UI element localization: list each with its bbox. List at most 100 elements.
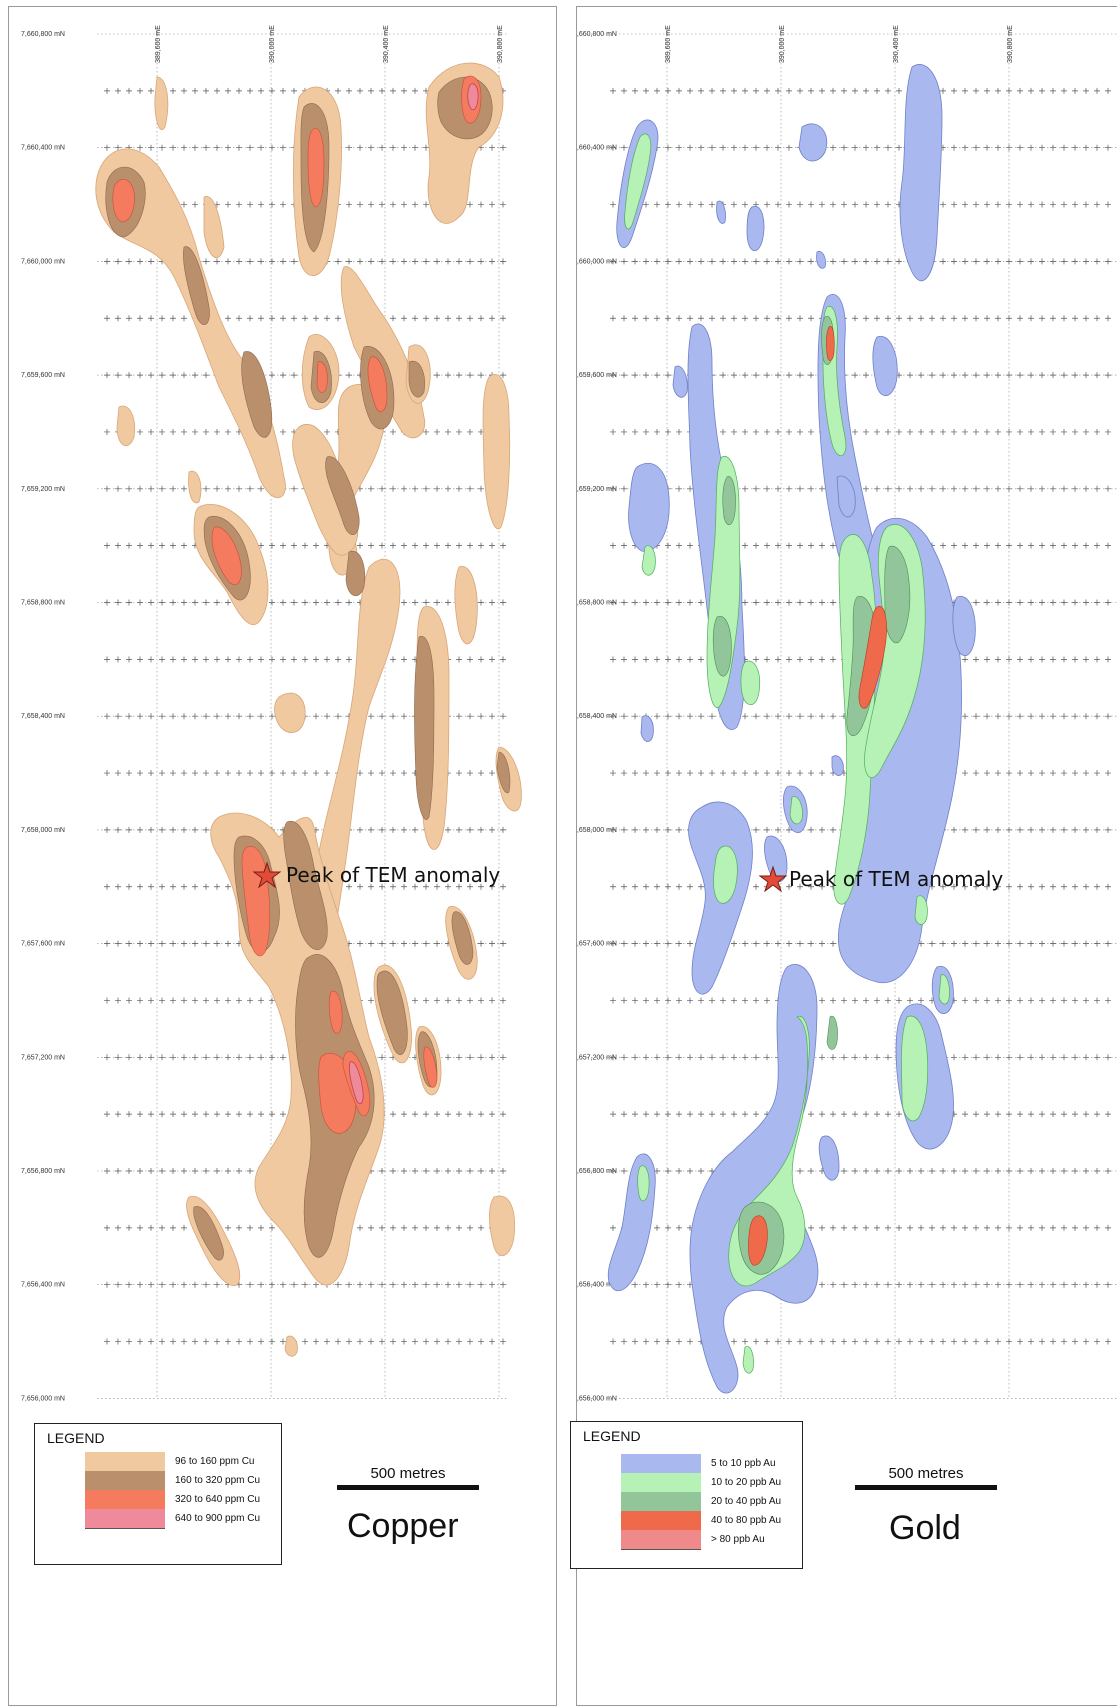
gold-scale-bar: 500 metres [855,1465,997,1490]
copper-map-title: Copper [347,1507,459,1545]
cu-zone-96-160 [340,266,426,439]
legend-item: 20 to 40 ppb Au [621,1492,851,1512]
au-zone-10-20 [624,133,652,230]
northing-label: 7,656,800 mN [577,1168,617,1175]
au-zone-5-10 [952,595,976,657]
copper-legend: LEGEND 96 to 160 ppm Cu 160 to 320 ppm Cu… [34,1423,282,1565]
northing-label: 7,656,800 mN [21,1168,65,1175]
northing-label: 7,656,400 mN [577,1282,617,1289]
legend-item: 96 to 160 ppm Cu [85,1452,315,1472]
au-zone-20-40 [884,545,911,644]
cu-zone-160-320 [414,636,435,820]
cu-zone-96-160 [292,424,359,556]
northing-label: 7,658,800 mN [21,600,65,607]
legend-item: 5 to 10 ppb Au [621,1454,851,1474]
cu-zone-160-320 [183,246,210,325]
au-zone-5-10 [836,475,856,518]
cu-zone-160-320 [408,360,425,398]
star-icon [758,865,788,893]
northing-label: 7,657,600 mN [577,941,617,948]
cu-zone-96-160 [154,76,169,130]
legend-label: 640 to 900 ppm Cu [175,1513,261,1524]
legend-swatch [85,1452,165,1472]
au-zone-5-10 [764,835,788,883]
cu-zone-160-320 [345,550,366,597]
cu-zone-160-320 [241,351,273,438]
northing-label: 7,658,400 mN [21,713,65,720]
cu-zone-160-320 [376,970,408,1055]
gold-map: 7,660,800 mN 7,660,400 mN 7,660,000 mN 7,65… [577,25,1117,1402]
au-zone-40-80 [748,1215,768,1266]
legend-item: 320 to 640 ppm Cu [85,1490,315,1510]
northing-label: 7,660,000 mN [21,258,65,265]
cu-zone-96-160 [284,1335,298,1357]
cu-zone-320-640 [211,526,242,585]
easting-label: 390,000 mE [269,25,276,63]
gold-map-title: Gold [889,1509,961,1547]
legend-label: 160 to 320 ppm Cu [175,1475,261,1486]
easting-label: 390,400 mE [893,25,900,63]
northing-label: 7,660,800 mN [577,31,617,38]
cu-zone-320-640 [367,356,388,412]
au-zone-10-20 [914,895,928,925]
cu-zone-160-320 [193,1206,224,1261]
northing-label: 7,660,800 mN [21,31,65,38]
copper-contours [95,62,522,1357]
northing-label: 7,660,400 mN [21,145,65,152]
gold-legend: LEGEND 5 to 10 ppb Au 10 to 20 ppb Au 20 t… [570,1421,803,1569]
cu-zone-160-320 [496,751,511,794]
legend-label: 20 to 40 ppb Au [711,1496,782,1507]
au-zone-5-10 [716,200,726,224]
northing-label: 7,656,400 mN [21,1282,65,1289]
cu-zone-320-640 [328,990,343,1034]
legend-item: 160 to 320 ppm Cu [85,1471,315,1491]
northing-label: 7,660,400 mN [577,145,617,152]
easting-label: 390,000 mE [779,25,786,63]
gold-map-panel: 7,660,800 mN 7,660,400 mN 7,660,000 mN 7,65… [570,6,1117,1706]
northing-label: 7,657,200 mN [21,1054,65,1061]
au-zone-20-40 [712,615,732,677]
legend-swatch [621,1454,701,1474]
northing-label: 7,660,000 mN [577,258,617,265]
au-zone-5-10 [798,123,828,162]
cu-zone-96-160 [188,470,202,504]
au-zone-10-20 [864,524,926,778]
gold-contours [607,64,976,1394]
au-zone-5-10 [672,365,688,398]
scale-label: 500 metres [888,1465,964,1482]
legend-swatch [85,1509,165,1529]
legend-item: 40 to 80 ppb Au [621,1511,851,1531]
legend-item: 10 to 20 ppb Au [621,1473,851,1493]
northing-label: 7,658,800 mN [577,600,617,607]
northing-label: 7,659,200 mN [21,486,65,493]
legend-swatch [621,1473,701,1493]
star-icon [252,861,282,889]
tem-anomaly-marker: Peak of TEM anomaly [758,865,1003,893]
copper-map-panel: 7,660,800 mN 7,660,400 mN 7,660,000 mN 7,65… [8,6,557,1706]
legend-label: 10 to 20 ppb Au [711,1477,782,1488]
legend-item: 640 to 900 ppm Cu [85,1509,315,1529]
cu-zone-160-320 [325,456,360,535]
legend-label: 40 to 80 ppb Au [711,1515,782,1526]
northing-label: 7,659,600 mN [21,372,65,379]
cu-zone-320-640 [316,361,328,393]
au-zone-40-80 [826,326,835,361]
cu-zone-160-320 [451,911,474,965]
au-zone-40-80 [858,605,887,709]
cu-zone-96-160 [203,196,225,259]
cu-zone-320-640 [423,1046,438,1088]
au-zone-10-20 [938,974,950,1005]
tem-anomaly-label: Peak of TEM anomaly [789,867,1003,891]
copper-scale-bar: 500 metres [337,1465,479,1490]
northing-label: 7,656,000 mN [21,1395,65,1402]
northing-label: 7,656,000 mN [577,1395,617,1402]
cu-zone-320-640 [112,179,135,223]
au-zone-20-40 [722,476,736,525]
easting-label: 389,600 mE [155,25,162,63]
easting-label: 390,800 mE [1007,25,1014,63]
cu-zone-160-320 [283,820,328,950]
cu-zone-96-160 [454,566,478,645]
legend-swatch [621,1492,701,1512]
easting-label: 390,800 mE [497,25,504,63]
cu-zone-640-900 [467,83,479,111]
